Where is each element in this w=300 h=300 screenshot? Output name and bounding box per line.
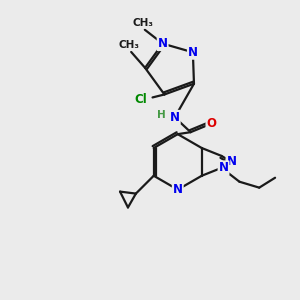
Text: N: N xyxy=(188,46,198,59)
Text: N: N xyxy=(173,183,183,196)
Text: CH₃: CH₃ xyxy=(132,18,153,28)
Text: CH₃: CH₃ xyxy=(119,40,140,50)
Text: N: N xyxy=(158,37,168,50)
Text: N: N xyxy=(219,161,229,174)
Text: Cl: Cl xyxy=(134,93,147,106)
Text: O: O xyxy=(206,117,216,130)
Text: N: N xyxy=(170,111,180,124)
Text: N: N xyxy=(226,155,236,168)
Text: H: H xyxy=(157,110,165,120)
